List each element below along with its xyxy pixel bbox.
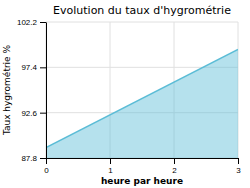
- tick-mark: [40, 22, 46, 23]
- tick-label: 92.6: [21, 109, 37, 118]
- tick-label: 3: [236, 166, 241, 175]
- tick: 97.4: [21, 63, 46, 72]
- area: [46, 49, 238, 158]
- tick: 1: [108, 158, 113, 175]
- tick-label: 87.8: [21, 154, 37, 163]
- tick-label: 102.2: [17, 18, 38, 27]
- tick-mark: [238, 158, 239, 164]
- tick: 2: [172, 158, 177, 175]
- tick-mark: [40, 158, 46, 159]
- grid: [46, 22, 238, 158]
- tick-mark: [40, 67, 46, 68]
- marks: [46, 49, 238, 158]
- tick: 3: [236, 158, 241, 175]
- tick-mark: [110, 158, 111, 164]
- axis-line: [47, 158, 239, 159]
- x-axis: 0 1 2 3: [44, 158, 241, 175]
- tick-label: 1: [108, 166, 113, 175]
- tick: 102.2: [17, 18, 46, 27]
- axis-line: [46, 23, 47, 159]
- grid-line: [46, 22, 238, 23]
- tick-mark: [40, 113, 46, 114]
- tick: 92.6: [21, 109, 46, 118]
- x-axis-title: heure par heure: [101, 176, 183, 186]
- tick: 87.8: [21, 154, 46, 163]
- tick-label: 2: [172, 166, 177, 175]
- line: [46, 49, 238, 147]
- plot: 0 1 2 3 87.8 92.6 97.4 102.2: [17, 18, 241, 175]
- y-axis: 87.8 92.6 97.4 102.2: [17, 18, 47, 163]
- tick-mark: [174, 158, 175, 164]
- chart: 0 1 2 3 87.8 92.6 97.4 102.2 Evolution du taux d…: [0, 0, 250, 188]
- grid-line: [46, 22, 47, 158]
- title: Evolution du taux d'hygrométrie: [53, 4, 231, 17]
- tick-mark: [46, 158, 47, 164]
- y-axis-title: Taux hygrométrie %: [2, 44, 12, 136]
- tick-label: 0: [44, 166, 49, 175]
- tick: 0: [44, 158, 49, 175]
- tick-label: 97.4: [21, 63, 37, 72]
